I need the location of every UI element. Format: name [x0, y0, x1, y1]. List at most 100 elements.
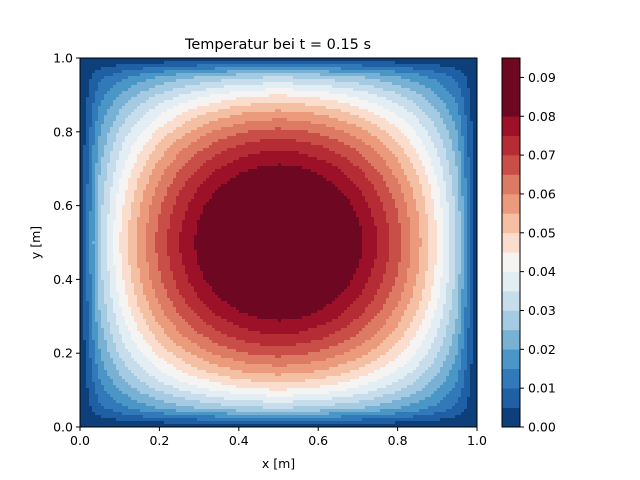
- contour-cell: [287, 121, 291, 125]
- contour-cell: [89, 106, 93, 110]
- contour-cell: [332, 79, 336, 83]
- contour-cell: [365, 163, 369, 167]
- contour-cell: [329, 127, 333, 131]
- contour-cell: [461, 94, 465, 98]
- contour-cell: [257, 127, 261, 131]
- contour-cell: [137, 97, 141, 101]
- contour-cell: [293, 70, 297, 74]
- contour-cell: [125, 79, 129, 83]
- contour-cell: [302, 145, 306, 149]
- contour-cell: [83, 97, 87, 101]
- contour-cell: [398, 61, 402, 65]
- contour-cell: [119, 121, 123, 125]
- contour-cell: [323, 145, 327, 149]
- contour-cell: [467, 79, 471, 83]
- contour-cell: [275, 163, 279, 167]
- contour-cell: [365, 64, 369, 68]
- contour-cell: [236, 160, 240, 164]
- contour-cell: [251, 139, 255, 143]
- contour-cell: [395, 61, 399, 65]
- contour-cell: [188, 91, 192, 95]
- contour-cell: [338, 139, 342, 143]
- contour-cell: [395, 70, 399, 74]
- contour-cell: [452, 112, 456, 116]
- contour-cell: [143, 70, 147, 74]
- contour-cell: [104, 124, 108, 128]
- contour-cell: [401, 70, 405, 74]
- contour-cell: [119, 58, 123, 62]
- contour-cell: [386, 94, 390, 98]
- contour-cell: [140, 136, 144, 140]
- contour-cell: [206, 148, 210, 152]
- contour-cell: [188, 157, 192, 161]
- contour-cell: [113, 169, 117, 173]
- contour-cell: [452, 76, 456, 80]
- contour-cell: [311, 103, 315, 107]
- contour-cell: [446, 121, 450, 125]
- contour-cell: [410, 118, 414, 122]
- contour-cell: [323, 157, 327, 161]
- contour-cell: [146, 130, 150, 134]
- contour-cell: [347, 88, 351, 92]
- contour-cell: [275, 103, 279, 107]
- contour-cell: [293, 148, 297, 152]
- contour-cell: [182, 94, 186, 98]
- contour-cell: [80, 166, 84, 170]
- contour-cell: [245, 58, 249, 62]
- contour-cell: [437, 91, 441, 95]
- contour-cell: [323, 160, 327, 164]
- contour-cell: [185, 139, 189, 143]
- contour-cell: [83, 169, 87, 173]
- contour-cell: [152, 169, 156, 173]
- contour-cell: [275, 133, 279, 137]
- contour-cell: [137, 70, 141, 74]
- contour-cell: [212, 118, 216, 122]
- contour-cell: [389, 64, 393, 68]
- contour-cell: [383, 157, 387, 161]
- contour-cell: [170, 91, 174, 95]
- contour-cell: [443, 166, 447, 170]
- contour-cell: [380, 142, 384, 146]
- contour-cell: [170, 118, 174, 122]
- contour-cell: [416, 94, 420, 98]
- contour-cell: [122, 145, 126, 149]
- contour-cell: [212, 106, 216, 110]
- contour-cell: [440, 145, 444, 149]
- contour-cell: [296, 61, 300, 65]
- contour-cell: [128, 109, 132, 113]
- contour-cell: [197, 163, 201, 167]
- contour-cell: [260, 85, 264, 89]
- contour-cell: [428, 103, 432, 107]
- contour-cell: [443, 94, 447, 98]
- contour-cell: [257, 82, 261, 86]
- contour-cell: [347, 118, 351, 122]
- contour-cell: [398, 115, 402, 119]
- contour-cell: [392, 127, 396, 131]
- contour-cell: [218, 133, 222, 137]
- contour-cell: [311, 79, 315, 83]
- contour-cell: [203, 58, 207, 62]
- contour-cell: [155, 97, 159, 101]
- contour-cell: [143, 127, 147, 131]
- contour-cell: [368, 85, 372, 89]
- contour-cell: [395, 91, 399, 95]
- contour-cell: [200, 97, 204, 101]
- contour-cell: [350, 70, 354, 74]
- contour-cell: [314, 142, 318, 146]
- contour-cell: [128, 133, 132, 137]
- contour-cell: [191, 154, 195, 158]
- contour-cell: [236, 136, 240, 140]
- contour-cell: [167, 70, 171, 74]
- contour-cell: [251, 148, 255, 152]
- contour-cell: [281, 106, 285, 110]
- contour-cell: [404, 166, 408, 170]
- contour-cell: [470, 124, 474, 128]
- contour-cell: [203, 139, 207, 143]
- contour-cell: [437, 76, 441, 80]
- contour-cell: [107, 103, 111, 107]
- contour-cell: [104, 157, 108, 161]
- contour-cell: [332, 130, 336, 134]
- contour-cell: [254, 148, 258, 152]
- contour-cell: [332, 118, 336, 122]
- contour-cell: [263, 70, 267, 74]
